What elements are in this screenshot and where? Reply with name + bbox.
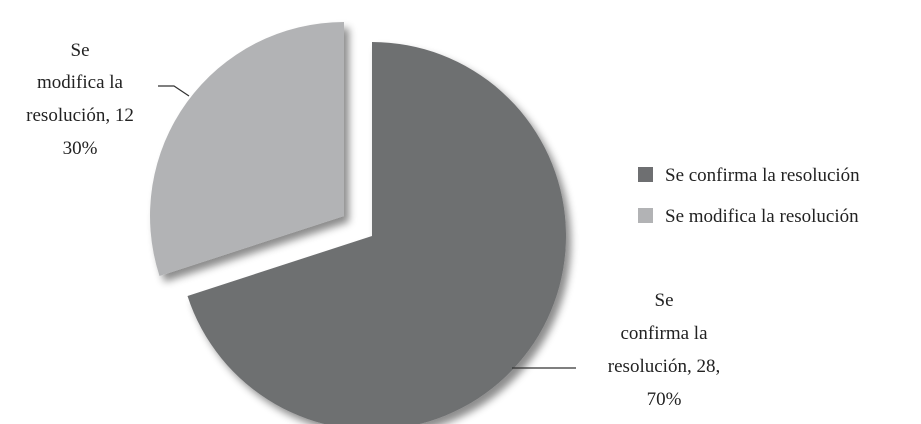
legend-label-modifica: Se modifica la resolución xyxy=(665,206,859,227)
data-label-modifica: Se modifica la resolución, 12 30% xyxy=(26,40,134,159)
data-label-line: 70% xyxy=(647,389,682,410)
data-label-line: confirma la xyxy=(620,323,708,344)
pie-slice-modifica xyxy=(150,22,344,276)
data-label-line: resolución, 12 xyxy=(26,105,134,126)
leader-line-modifica xyxy=(158,86,189,96)
data-label-confirma: Se confirma la resolución, 28, 70% xyxy=(608,290,720,410)
legend-label-confirma: Se confirma la resolución xyxy=(665,165,860,186)
data-label-line: modifica la xyxy=(37,72,124,93)
legend-swatch-modifica xyxy=(638,208,653,223)
data-label-line: resolución, 28, xyxy=(608,356,720,377)
data-label-line: 30% xyxy=(63,138,98,159)
data-label-line: Se xyxy=(655,290,674,311)
legend-swatch-confirma xyxy=(638,167,653,182)
legend: Se confirma la resolución Se modifica la… xyxy=(638,165,860,227)
data-label-line: Se xyxy=(71,40,90,61)
